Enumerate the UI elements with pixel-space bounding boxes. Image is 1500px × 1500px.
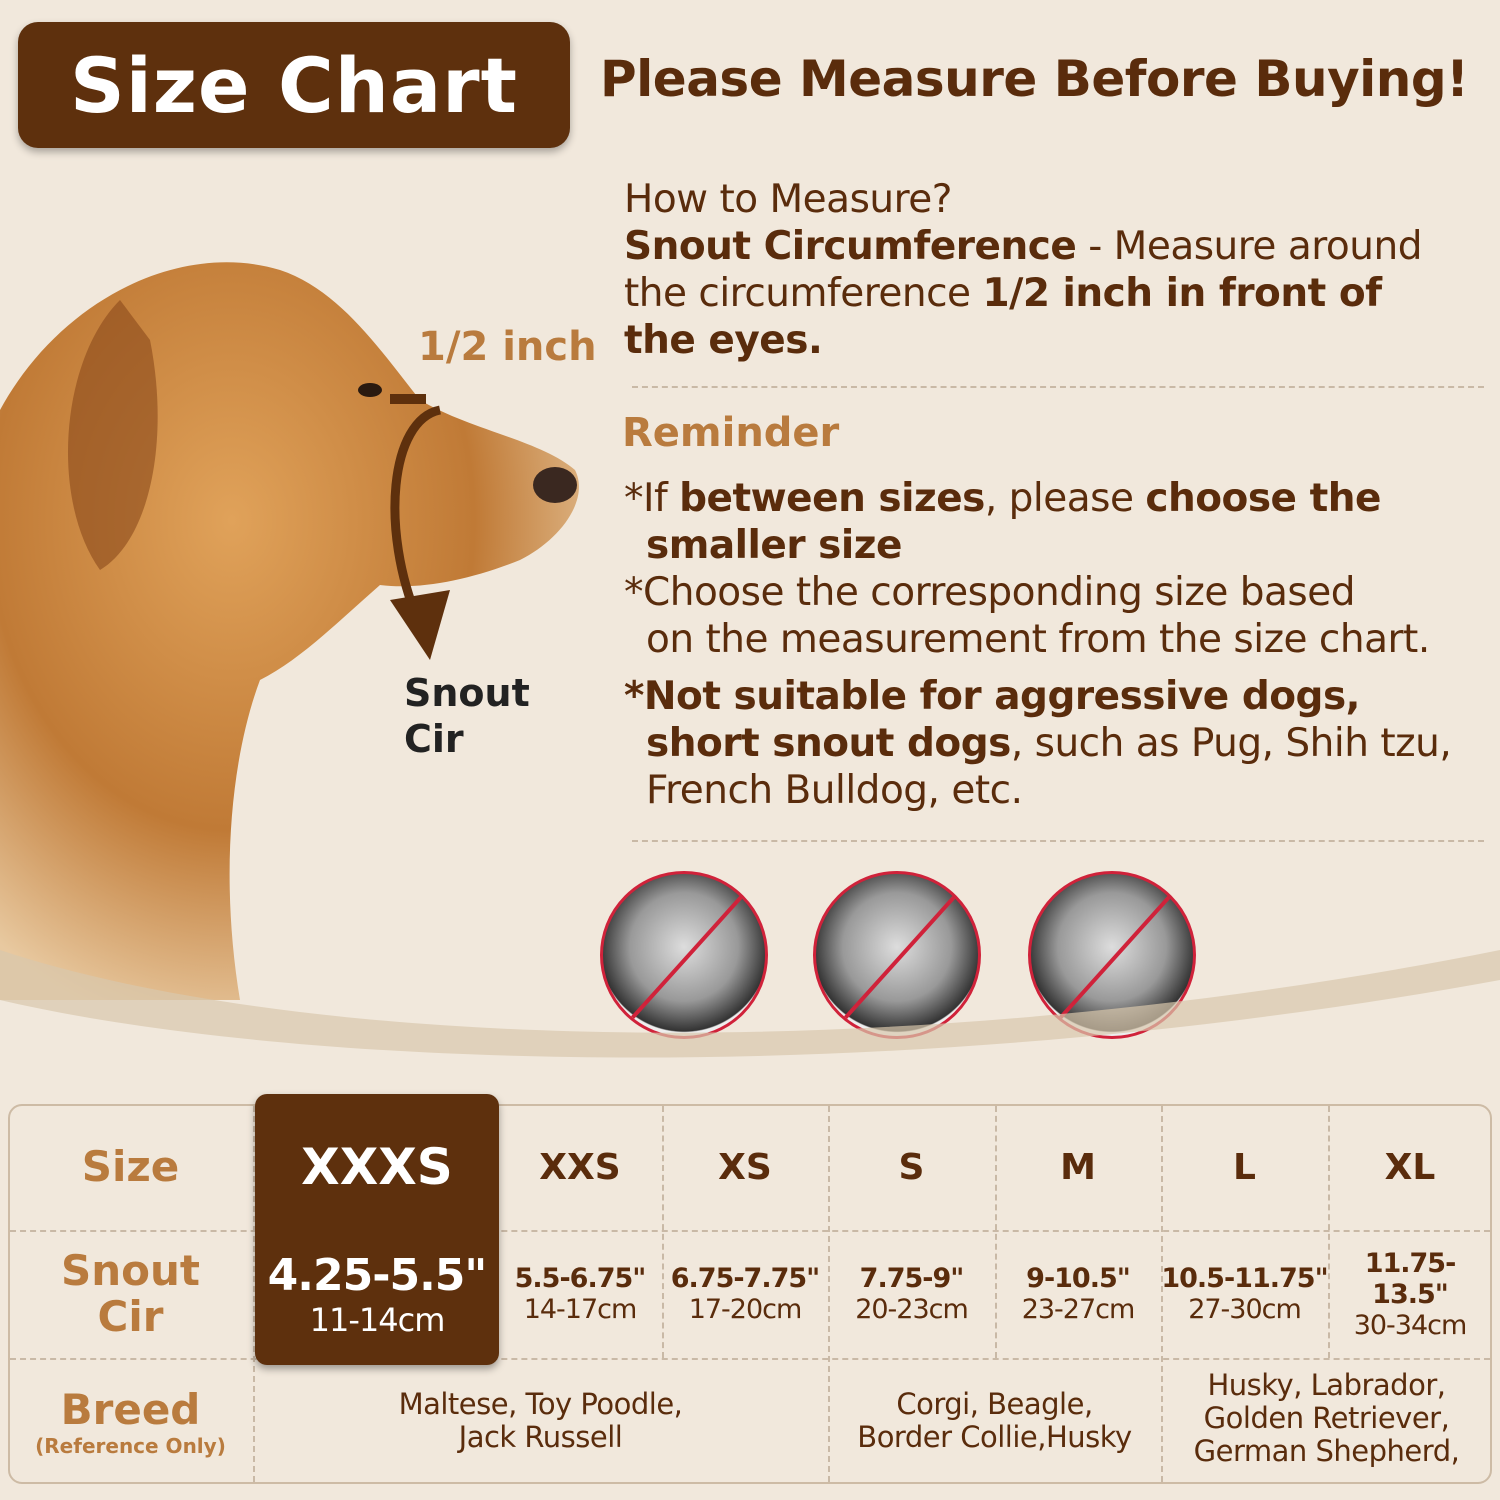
size-2: XS xyxy=(718,1146,772,1188)
size-table xyxy=(8,1104,1492,1484)
snout-measure-1: 5.5-6.75" 14-17cm xyxy=(498,1230,662,1358)
dog-illustration xyxy=(0,262,579,1000)
col-divider xyxy=(1328,1106,1330,1358)
reminder-3b: short snout dogs, such as Pug, Shih tzu, xyxy=(624,720,1452,767)
col-divider xyxy=(662,1106,664,1358)
howto-line3: the eyes. xyxy=(624,318,823,363)
reminder-1b: smaller size xyxy=(624,522,1451,569)
cm-range: 14-17cm xyxy=(523,1294,638,1325)
r1d: choose the xyxy=(1145,476,1381,521)
howto-l1-rest: - Measure around xyxy=(1076,224,1422,269)
col-divider xyxy=(828,1106,830,1482)
r1b: between sizes xyxy=(679,476,985,521)
snout-measure-5: 10.5-11.75" 27-30cm xyxy=(1161,1230,1328,1358)
size-4: M xyxy=(1060,1146,1096,1188)
no-pug-icon xyxy=(813,871,981,1039)
snout-1: Snout xyxy=(61,1246,200,1295)
curved-band xyxy=(0,950,1500,1058)
breed-line: Maltese, Toy Poodle, xyxy=(398,1387,683,1421)
cm-range: 17-20cm xyxy=(688,1294,803,1325)
col-divider xyxy=(1161,1106,1163,1482)
inch-range: 7.75-9" xyxy=(859,1263,965,1294)
howto-question: How to Measure? xyxy=(624,177,952,222)
size-3: S xyxy=(898,1146,925,1188)
snout-measure-3: 7.75-9" 20-23cm xyxy=(828,1230,995,1358)
breed-note: (Reference Only) xyxy=(35,1433,226,1458)
howto-l2b: 1/2 inch in front of xyxy=(982,271,1382,316)
cm-range: 20-23cm xyxy=(855,1294,969,1325)
inch-range: 9-10.5" xyxy=(1026,1263,1131,1294)
breed-line: Golden Retriever, xyxy=(1203,1400,1450,1435)
howto-line1: Snout Circumference - Measure around xyxy=(624,223,1422,270)
breed-line: German Shepherd, xyxy=(1193,1433,1460,1468)
breed-line: Jack Russell xyxy=(458,1420,623,1454)
row-label-size: Size xyxy=(81,1142,180,1191)
row-divider xyxy=(10,1230,1490,1232)
cm-range: 30-34cm xyxy=(1353,1309,1468,1341)
reminder-2: *Choose the corresponding size based xyxy=(624,570,1355,615)
breed-line: Husky, Labrador, xyxy=(1207,1367,1446,1402)
inch-range: 4.25-5.5" xyxy=(267,1249,488,1301)
snout-measure-0: 4.25-5.5" 11-14cm xyxy=(255,1230,499,1358)
howto-term: Snout Circumference xyxy=(624,224,1077,269)
r3b: short snout dogs xyxy=(646,721,1011,766)
breed-cell-small: Maltese, Toy Poodle, Jack Russell xyxy=(253,1358,828,1484)
how-to-measure: How to Measure? Snout Circumference - Me… xyxy=(624,176,1422,364)
reminder-3: *Not suitable for aggressive dogs, xyxy=(624,674,1360,719)
howto-l2a: the circumference xyxy=(624,271,983,316)
r3c: , such as Pug, Shih tzu, xyxy=(1010,721,1452,766)
half-inch-label: 1/2 inch xyxy=(418,324,597,370)
reminder-3d: French Bulldog, etc. xyxy=(646,768,1023,813)
row-label-breed: Breed (Reference Only) xyxy=(8,1358,253,1484)
highlighted-size-column xyxy=(255,1094,499,1365)
breed-line: Border Collie,Husky xyxy=(857,1420,1132,1454)
howto-line2: the circumference 1/2 inch in front of xyxy=(624,270,1422,317)
reminder-1: *If between sizes, please choose the xyxy=(624,475,1451,522)
inch-range: 6.75-7.75" xyxy=(670,1263,821,1294)
reminder-list: *If between sizes, please choose the sma… xyxy=(624,475,1452,814)
r1e: smaller size xyxy=(646,523,902,568)
r1c: , please xyxy=(984,476,1146,521)
size-0: XXXS xyxy=(301,1138,453,1196)
size-6: XL xyxy=(1384,1146,1436,1188)
headline: Please Measure Before Buying! xyxy=(600,50,1469,108)
snout-measure-4: 9-10.5" 23-27cm xyxy=(995,1230,1161,1358)
cm-range: 23-27cm xyxy=(1021,1294,1136,1325)
measure-arrow-icon xyxy=(390,394,450,660)
size-5: L xyxy=(1233,1146,1256,1188)
size-1: XXS xyxy=(539,1146,621,1188)
cm-range: 11-14cm xyxy=(309,1300,446,1339)
inch-range: 10.5-11.75" xyxy=(1161,1263,1328,1294)
snout-measure-6: 11.75-13.5" 30-34cm xyxy=(1328,1230,1492,1358)
snout-cir-label: Snout Cir xyxy=(404,670,530,762)
row-divider xyxy=(10,1358,1490,1360)
breed-cell-medium: Corgi, Beagle, Border Collie,Husky xyxy=(828,1358,1161,1484)
inch-range: 11.75-13.5" xyxy=(1364,1247,1457,1310)
cm-range: 27-30cm xyxy=(1188,1294,1302,1325)
snout-2: Cir xyxy=(97,1292,164,1341)
breed-label: Breed xyxy=(60,1384,201,1434)
snout-label-1: Snout xyxy=(404,671,530,715)
reminder-2b: on the measurement from the size chart. xyxy=(646,617,1430,662)
row-label-snout: Snout Cir xyxy=(8,1230,253,1358)
size-chart-title: Size Chart xyxy=(18,22,570,148)
reminder-title: Reminder xyxy=(622,410,840,456)
snout-measure-2: 6.75-7.75" 17-20cm xyxy=(662,1230,828,1358)
breed-cell-large: Husky, Labrador, Golden Retriever, German … xyxy=(1161,1362,1492,1474)
snout-label-2: Cir xyxy=(404,717,464,761)
divider xyxy=(632,386,1484,388)
breed-line: Corgi, Beagle, xyxy=(896,1387,1093,1421)
r1a: *If xyxy=(624,476,680,521)
divider xyxy=(632,840,1484,842)
col-divider xyxy=(995,1106,997,1358)
col-divider xyxy=(253,1106,255,1482)
inch-range: 5.5-6.75" xyxy=(514,1263,647,1294)
